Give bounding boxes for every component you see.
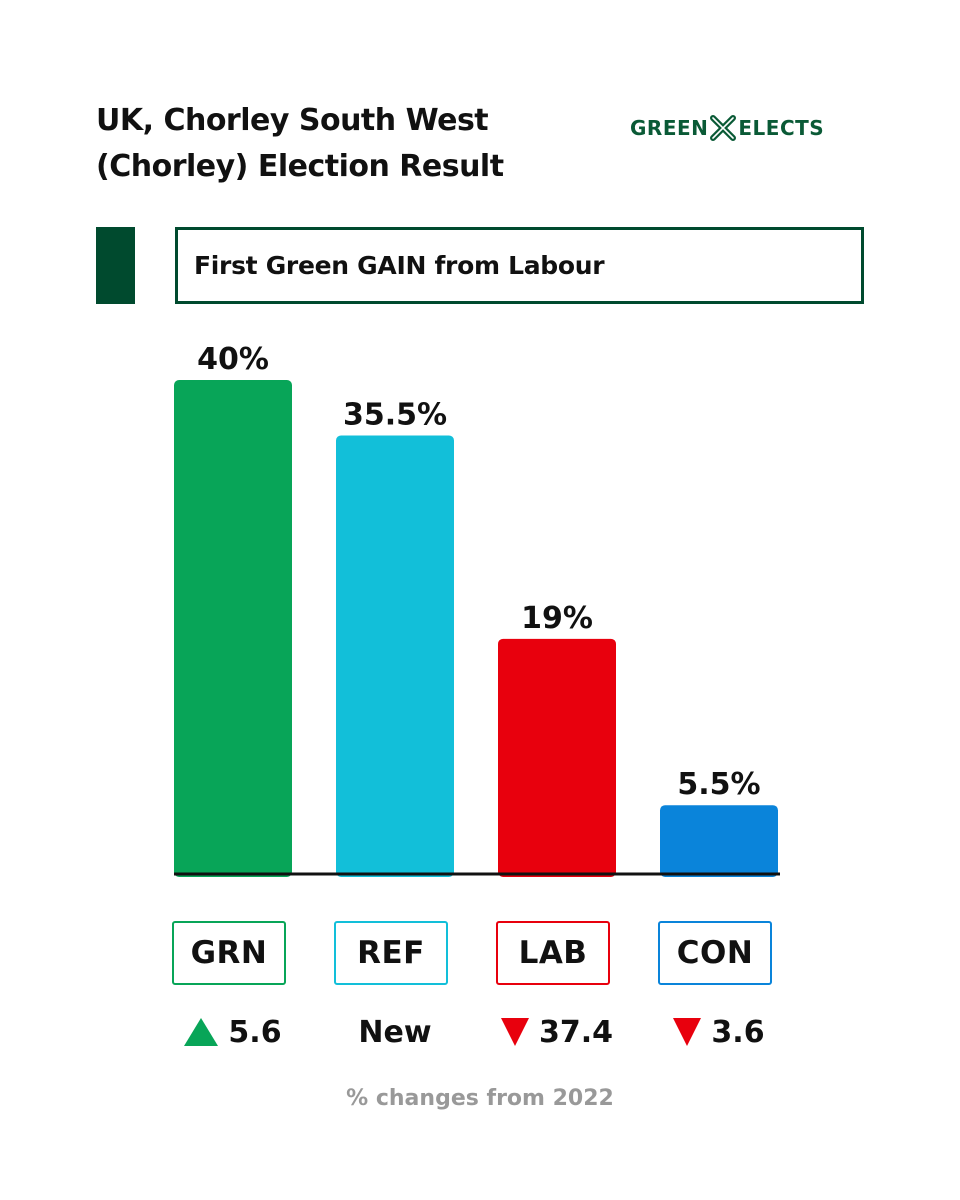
title-line-1: UK, Chorley South West [96,103,489,138]
brand-text-right: ELECTS [738,116,825,140]
bar-con [660,805,778,877]
change-value: New [358,1014,432,1050]
banner-text: First Green GAIN from Labour [194,251,605,280]
headline-banner: First Green GAIN from Labour [175,227,864,304]
value-label-grn: 40% [197,342,269,377]
brand-logo: GREEN ELECTS [630,112,824,144]
value-label-con: 5.5% [677,767,760,802]
change-lab: 37.4 [457,1010,657,1054]
triangle-down-icon [500,1018,529,1046]
bar-lab [498,638,616,877]
change-grn: 5.6 [133,1010,333,1054]
chart-title: UK, Chorley South West (Chorley) Electio… [96,98,566,190]
party-label-ref: REF [334,921,448,985]
bar-ref [336,435,454,877]
title-line-2: (Chorley) Election Result [96,149,504,184]
bar-grn [174,380,292,877]
party-label-grn: GRN [172,921,286,985]
footnote: % changes from 2022 [346,1086,614,1111]
change-con: 3.6 [619,1010,819,1054]
party-label-con: CON [658,921,772,985]
ballot-cross-icon [710,115,737,141]
change-value: 5.6 [228,1014,282,1050]
triangle-up-icon [184,1018,219,1046]
triangle-down-icon [673,1018,702,1046]
banner-accent-bar [96,227,135,304]
brand-text-left: GREEN [630,116,709,140]
party-label-lab: LAB [496,921,610,985]
change-value: 37.4 [538,1014,614,1050]
value-label-ref: 35.5% [343,397,447,432]
change-ref: New [295,1010,495,1054]
value-label-lab: 19% [521,601,593,636]
change-value: 3.6 [711,1014,765,1050]
